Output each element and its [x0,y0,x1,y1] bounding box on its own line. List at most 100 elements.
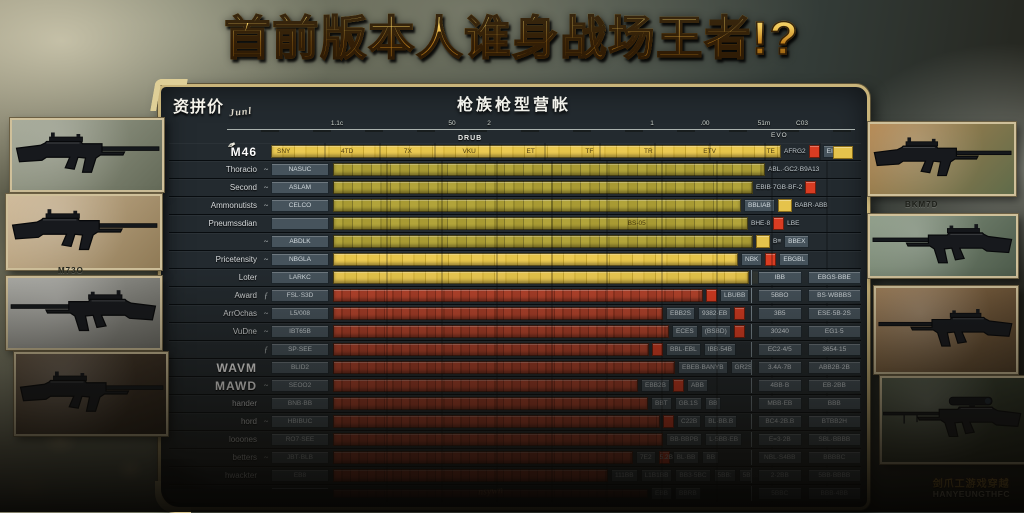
weapon-image-left-4 [14,352,168,436]
row-name-chip: IBT65B [271,325,329,338]
row-name-chip: BNB·BB [271,397,329,410]
panel-title: 枪族枪型营帐 [456,97,571,114]
red-marker-chip [808,145,820,158]
stat-bar [333,181,753,194]
stats-table-body: M46 SNY 4TD 7X VKU ET TF TR ETV TE AFRG2 EIS Thoraci… [169,143,861,503]
row-mark: ~ [263,327,269,336]
value-cell: BBB [807,397,861,410]
value-cell: 30240 [758,325,802,338]
corner-label-text: 资拼价 [173,99,225,116]
row-name-chip: JBT·BLB [271,451,329,464]
table-row: Second ~ ASLAM EBIB·7GB·BF-2 [169,179,861,197]
table-row: Loter LARKC IBBIBB EBGS·BBE [169,269,861,287]
end-value-chip: BBL·EBL [666,343,701,356]
end-value-chip: AFRG2 [784,148,806,155]
row-label: VuDne [232,327,257,336]
end-value-chip: C22B [677,415,702,428]
stat-bar [333,489,648,498]
rifle-icon [15,132,160,173]
value-cell: ESE·5B·2S [807,307,861,320]
panel-corner-label: 资拼价 Junl [173,93,254,120]
row-name-chip: L5/008 [271,307,329,320]
table-row: looones RO7·SEE BB·BBPB L·5BB·EB E=3·2B SBL·B… [169,431,861,449]
stat-bar [333,199,741,212]
value-cell: EC2·4/5 [758,343,802,356]
yellow-marker-chip [777,199,792,212]
red-marker-chip [706,289,717,302]
red-marker-chip [733,325,745,338]
red-marker-chip [805,181,817,194]
value-cell: E=3·2B [758,433,802,446]
row-label: Thoracio [225,165,257,174]
row-mark: ~ [263,453,269,462]
axis-tick-label: 50 [448,120,456,127]
bar-inner-text: TF [585,148,594,155]
value-cell: SBL·BBBB [807,433,861,446]
value-cell: 3B5 [758,307,802,320]
end-value-chip: GB.1S [674,397,702,410]
stat-bar: SNY 4TD 7X VKU ET TF TR ETV TE [271,145,781,158]
page-title: 首前版本人谁身战场王者!? [0,2,1024,68]
row-value-columns: 5BBC BBB·4BB [751,486,861,501]
row-name-chip: CELCO [271,199,329,212]
row-value-columns: 3.4A·7B ABB2B·2B [751,360,861,375]
table-row: Ammonutists ~ CELCO BBLIAB BABR·ABB [169,197,861,215]
stat-bar [333,253,738,266]
weapon-caption-left: M73O [58,266,84,275]
table-row: betters ~ JBT·BLB 7E2 5.2B BL·BB BB NBL·S4BB BBB… [169,449,861,467]
row-label: Award [234,291,257,300]
weapon-image-left-2 [6,194,162,270]
table-row: WAVM BLID2 EBEB·BANYB GR2S 3.4A·7B ABB2B·2B [169,359,861,377]
row-label: Second [229,183,257,192]
row-value-columns: MBB·EB BBB [751,396,861,411]
table-row: hwackterEB8111BBL1B1BBBB3·5BC5BB:5BB5·4B… [169,467,861,485]
row-name-chip: ASLAM [271,181,329,194]
table-row: Pneumssdian BS-05 BHE·8 LBE [169,215,861,233]
end-value-chip: EBGBL [779,253,810,266]
row-label: MAWD [215,378,257,393]
row-label: looones [228,435,257,444]
row-name-chip: LARKC [271,271,329,284]
table-row: hord ~ HBIBUC C22B BL·BB.B BC4·2B.B BTBB2H [169,413,861,431]
bar-inner-text: ETV [703,148,716,155]
row-mark: ~ [263,417,269,426]
row-label: Ammonutists [210,201,257,210]
sniper-rifle-icon [883,396,1022,438]
axis-tick-label: .00 [700,120,710,127]
red-marker-chip [652,343,663,356]
rifle-icon [872,224,1013,264]
watermark: 剑爪工游戏穿越 HANYEUNGTHFC [933,479,1010,500]
value-cell: 3.4A·7B [758,361,802,374]
stat-bar [333,397,648,410]
end-value-chip: (BSBD) [700,325,731,338]
row-name-chip: SP·SEE [271,343,329,356]
row-label: Pneumssdian [208,219,257,228]
axis-tick-label: 2 [487,120,491,127]
row-label: Loter [238,273,257,282]
end-value-chip: IBB·54B [703,343,736,356]
row-label: betters [232,453,257,462]
end-value-chip: B≡ [773,238,782,245]
row-name-chip: HBIBUC [271,415,329,428]
stat-bar [333,343,649,356]
end-value-chip: BABR·ABB [794,202,828,209]
stat-bar [333,325,669,338]
row-name-chip: NASUC [271,163,329,176]
end-value-chip: BL·BB [672,451,700,464]
end-value-chip: EBB [651,487,673,500]
value-cell: BBB·4BB [807,487,861,500]
bar-inner-text: TE [766,148,775,155]
row-label: hord [240,417,257,426]
end-value-chip: BB·BBPB [666,433,703,446]
bar-inner-text: BS-05 [627,220,646,227]
red-marker-chip [734,307,746,320]
stat-bar [333,361,675,374]
rifle-icon [10,290,157,332]
row-bar-area: ABL.·GC2·B9A13 [333,161,861,178]
table-row: M46 SNY 4TD 7X VKU ET TF TR ETV TE AFRG2 EIS [169,143,861,161]
rifle-icon [873,137,1012,177]
end-value-chip: NBK [741,253,763,266]
end-value-chip: BB [704,397,722,410]
stat-bar [333,451,633,464]
corner-script-text: Junl [229,105,254,120]
